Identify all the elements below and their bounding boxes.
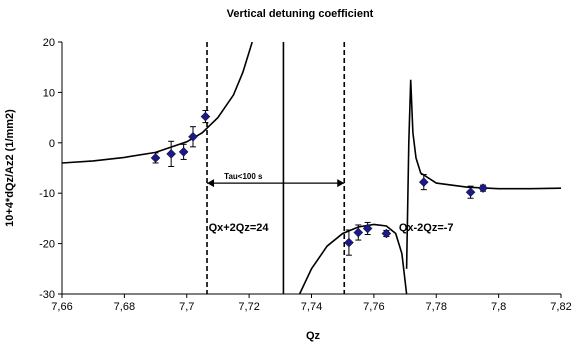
data-point bbox=[178, 147, 189, 157]
y-tick-label: 10 bbox=[43, 87, 55, 99]
x-tick-label: 7,72 bbox=[238, 301, 259, 313]
data-point bbox=[418, 177, 429, 187]
data-point bbox=[200, 111, 211, 122]
data-point bbox=[344, 237, 354, 248]
data-point bbox=[166, 149, 177, 159]
annotation-label: Qx+2Qz=24 bbox=[209, 222, 270, 234]
model-curve bbox=[62, 42, 253, 164]
model-curves bbox=[62, 42, 561, 294]
data-point bbox=[188, 131, 198, 142]
resonance-lines bbox=[206, 42, 346, 294]
annotations: Tau<100 s Qx+2Qz=24 Qx-2Qz=-7 bbox=[207, 172, 454, 234]
data-point bbox=[381, 228, 392, 239]
x-tick-label: 7,66 bbox=[51, 301, 72, 313]
annotation-label: Tau<100 s bbox=[224, 172, 263, 181]
y-tick-label: -30 bbox=[39, 289, 55, 301]
x-tick-label: 7,8 bbox=[491, 301, 506, 313]
y-tick-label: -20 bbox=[39, 239, 55, 251]
data-point bbox=[478, 183, 488, 194]
measured-points bbox=[150, 110, 488, 256]
y-tick-label: -10 bbox=[39, 188, 55, 200]
x-tick-label: 7,76 bbox=[363, 301, 384, 313]
x-tick-label: 7,74 bbox=[301, 301, 322, 313]
data-point bbox=[353, 227, 364, 238]
annotation-label: Qx-2Qz=-7 bbox=[399, 222, 454, 234]
x-tick-label: 7,68 bbox=[114, 301, 135, 313]
model-curve bbox=[298, 223, 408, 294]
y-tick-label: 0 bbox=[49, 138, 55, 150]
arrow-head-right bbox=[337, 179, 345, 188]
data-point bbox=[465, 187, 476, 198]
x-tick-label: 7,7 bbox=[179, 301, 194, 313]
arrow-head-left bbox=[207, 179, 215, 188]
model-curve bbox=[405, 79, 561, 269]
axes-group: 7,66 7,68 7,7 7,72 7,74 7,76 7,78 7,8 7,82 -30 -20… bbox=[39, 37, 572, 313]
chart-title: Vertical detuning coefficient bbox=[227, 8, 374, 20]
data-point bbox=[362, 223, 373, 234]
x-tick-label: 7,82 bbox=[550, 301, 571, 313]
x-tick-label: 7,78 bbox=[426, 301, 447, 313]
data-point bbox=[150, 153, 161, 163]
x-axis-label: Qz bbox=[306, 330, 321, 342]
y-tick-label: 20 bbox=[43, 37, 55, 49]
y-axis-label: 10+4*dQz/Az2 (1/mm2) bbox=[4, 109, 16, 227]
